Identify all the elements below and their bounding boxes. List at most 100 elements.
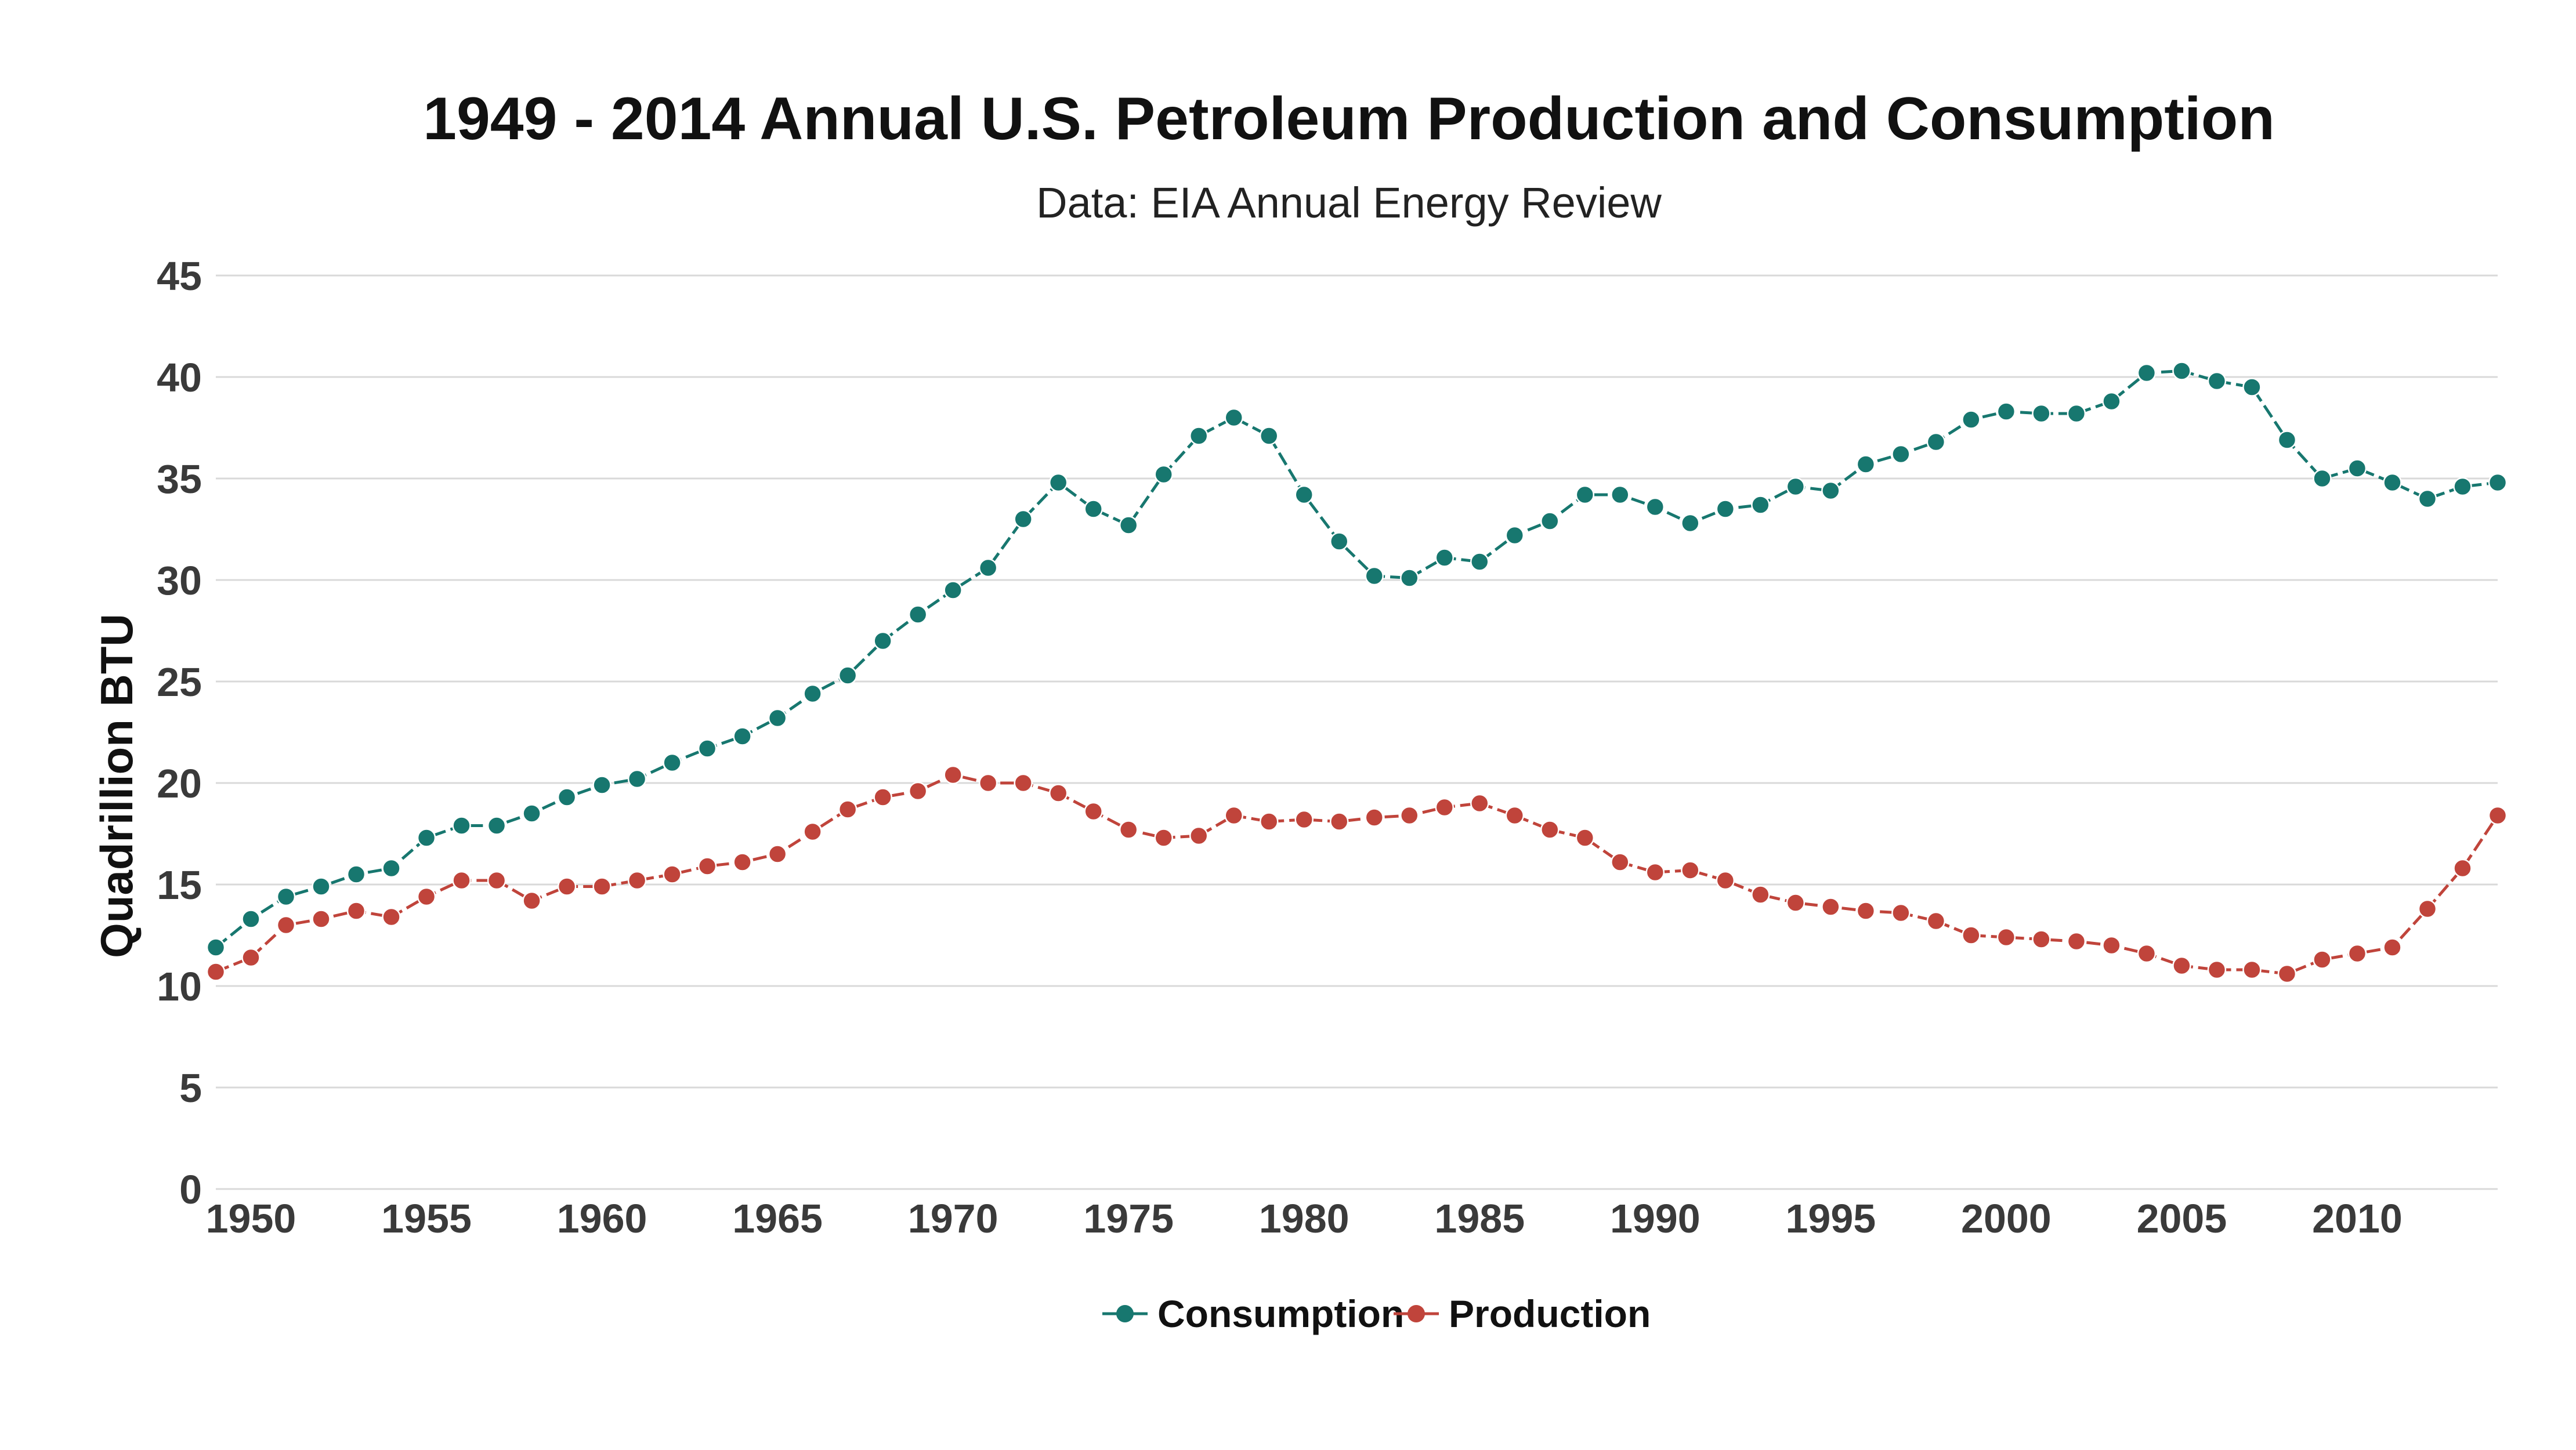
x-tick-label: 1965 xyxy=(732,1196,823,1241)
data-point xyxy=(1119,516,1138,535)
data-point xyxy=(2383,938,2402,957)
y-axis-ticks: 0 5 10 15 20 25 30 35 40 45 xyxy=(157,253,202,1212)
y-tick-label: 35 xyxy=(157,456,202,502)
data-point xyxy=(2172,361,2191,380)
data-point xyxy=(2207,960,2227,980)
data-point xyxy=(1154,465,1173,484)
y-axis-label: Quadrillion BTU xyxy=(91,614,142,958)
data-point xyxy=(873,631,892,651)
data-point xyxy=(908,781,928,801)
data-point xyxy=(1294,485,1314,505)
series-line xyxy=(215,369,2498,949)
data-point xyxy=(1645,497,1665,517)
data-point xyxy=(2032,404,2051,423)
data-point xyxy=(276,915,296,935)
x-tick-label: 1980 xyxy=(1259,1196,1349,1241)
legend-marker xyxy=(1408,1305,1425,1322)
data-point xyxy=(1189,826,1209,846)
data-point xyxy=(417,887,436,907)
data-point xyxy=(2242,960,2262,980)
data-point xyxy=(838,666,858,685)
data-point xyxy=(2102,936,2121,955)
y-tick-label: 45 xyxy=(157,253,202,299)
x-tick-label: 1985 xyxy=(1434,1196,1525,1241)
data-point xyxy=(2172,956,2191,976)
data-point xyxy=(873,788,892,807)
y-tick-label: 25 xyxy=(157,659,202,705)
data-point xyxy=(1962,926,1981,945)
data-point xyxy=(2488,806,2508,825)
data-point xyxy=(522,891,541,911)
legend: Consumption Production xyxy=(1102,1292,1651,1335)
y-tick-label: 0 xyxy=(179,1167,202,1212)
data-point xyxy=(1048,784,1068,803)
y-tick-label: 10 xyxy=(157,964,202,1009)
data-point xyxy=(1505,525,1525,545)
data-point xyxy=(768,708,787,728)
x-tick-label: 1950 xyxy=(206,1196,296,1241)
series-production xyxy=(206,765,2508,984)
data-point xyxy=(417,828,436,847)
data-point xyxy=(2032,930,2051,949)
data-point xyxy=(1962,410,1981,429)
data-point xyxy=(627,769,647,789)
data-point xyxy=(1505,806,1525,825)
data-point xyxy=(943,581,963,600)
data-point xyxy=(241,909,261,929)
data-point xyxy=(2488,473,2508,492)
data-point xyxy=(2418,899,2437,919)
data-point xyxy=(1224,806,1243,825)
data-point xyxy=(1996,927,2016,947)
data-point xyxy=(733,727,752,746)
data-point xyxy=(1891,903,1911,923)
y-tick-label: 20 xyxy=(157,761,202,806)
data-point xyxy=(2277,430,2297,449)
legend-label: Production xyxy=(1449,1292,1651,1335)
data-point xyxy=(1365,566,1384,586)
x-tick-label: 1975 xyxy=(1083,1196,1174,1241)
data-point xyxy=(2277,964,2297,984)
series-lines xyxy=(206,361,2508,984)
data-point xyxy=(1645,862,1665,882)
data-point xyxy=(803,684,822,704)
series-consumption xyxy=(206,361,2508,957)
data-point xyxy=(452,816,471,835)
data-point xyxy=(1751,495,1770,514)
legend-item-production: Production xyxy=(1394,1292,1651,1335)
data-point xyxy=(697,857,717,876)
data-point xyxy=(1716,499,1735,519)
data-point xyxy=(592,775,612,795)
data-point xyxy=(2313,950,2332,969)
data-point xyxy=(276,887,296,907)
data-point xyxy=(2453,477,2472,496)
data-point xyxy=(1926,911,1946,931)
data-point xyxy=(1821,897,1840,916)
data-point xyxy=(1540,820,1560,839)
x-tick-label: 1995 xyxy=(1785,1196,1876,1241)
data-point xyxy=(1891,444,1911,464)
data-point xyxy=(697,739,717,758)
data-point xyxy=(2067,931,2086,951)
data-point xyxy=(2347,459,2367,478)
y-tick-label: 30 xyxy=(157,558,202,603)
data-point xyxy=(1751,885,1770,904)
data-point xyxy=(1329,532,1349,551)
data-point xyxy=(2067,404,2086,423)
data-point xyxy=(2242,378,2262,397)
data-point xyxy=(1224,408,1243,427)
data-point xyxy=(838,800,858,819)
data-point xyxy=(1014,509,1033,529)
data-point xyxy=(978,558,998,578)
x-tick-label: 2000 xyxy=(1961,1196,2052,1241)
data-point xyxy=(1996,402,2016,421)
data-point xyxy=(346,865,366,884)
data-point xyxy=(908,605,928,624)
series-line xyxy=(215,773,2499,976)
x-tick-label: 1960 xyxy=(557,1196,647,1241)
data-point xyxy=(1119,820,1138,839)
data-point xyxy=(1716,871,1735,890)
data-point xyxy=(382,907,401,927)
data-point xyxy=(1084,802,1103,821)
data-point xyxy=(768,844,787,864)
